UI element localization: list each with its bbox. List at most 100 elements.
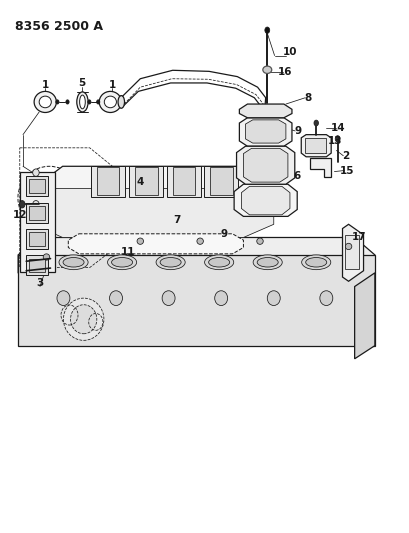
FancyBboxPatch shape — [26, 176, 48, 196]
Ellipse shape — [59, 255, 88, 270]
Ellipse shape — [33, 200, 39, 208]
FancyBboxPatch shape — [26, 255, 48, 276]
FancyBboxPatch shape — [29, 180, 45, 193]
Ellipse shape — [196, 238, 203, 244]
Ellipse shape — [305, 257, 326, 267]
Text: 13: 13 — [327, 136, 342, 146]
Polygon shape — [309, 158, 330, 177]
FancyBboxPatch shape — [26, 203, 48, 223]
Ellipse shape — [97, 100, 100, 104]
Ellipse shape — [34, 91, 56, 112]
Ellipse shape — [33, 169, 39, 176]
Ellipse shape — [204, 255, 233, 270]
Polygon shape — [209, 167, 232, 195]
Ellipse shape — [111, 257, 132, 267]
Text: 10: 10 — [282, 47, 297, 58]
Ellipse shape — [57, 291, 70, 305]
Ellipse shape — [19, 200, 25, 208]
Text: 3: 3 — [36, 278, 43, 288]
Ellipse shape — [70, 305, 97, 334]
Polygon shape — [135, 167, 157, 195]
Polygon shape — [241, 187, 289, 215]
Ellipse shape — [76, 92, 88, 112]
Ellipse shape — [39, 96, 51, 108]
FancyBboxPatch shape — [344, 235, 359, 269]
FancyBboxPatch shape — [29, 232, 45, 246]
Polygon shape — [245, 120, 285, 143]
Ellipse shape — [264, 27, 269, 34]
Ellipse shape — [26, 175, 72, 220]
Text: 12: 12 — [13, 210, 27, 220]
Polygon shape — [342, 224, 363, 281]
Ellipse shape — [66, 100, 69, 104]
Ellipse shape — [262, 66, 271, 74]
Polygon shape — [20, 172, 55, 272]
Text: 14: 14 — [330, 123, 345, 133]
Ellipse shape — [43, 254, 49, 260]
Ellipse shape — [256, 238, 263, 244]
Polygon shape — [18, 238, 374, 287]
FancyBboxPatch shape — [305, 138, 326, 152]
Ellipse shape — [46, 197, 64, 217]
Text: 2: 2 — [341, 151, 348, 161]
Polygon shape — [354, 273, 374, 359]
Text: 8: 8 — [304, 93, 311, 103]
Polygon shape — [68, 234, 243, 254]
Ellipse shape — [63, 257, 84, 267]
Polygon shape — [91, 166, 125, 197]
Text: 11: 11 — [121, 247, 135, 257]
Text: 9: 9 — [220, 229, 227, 239]
Text: 17: 17 — [351, 232, 366, 243]
Polygon shape — [239, 118, 291, 146]
Text: 4: 4 — [136, 177, 144, 187]
Ellipse shape — [79, 95, 85, 109]
FancyBboxPatch shape — [26, 229, 48, 249]
FancyBboxPatch shape — [29, 259, 45, 272]
Ellipse shape — [104, 96, 116, 108]
Text: 9: 9 — [294, 126, 301, 136]
Text: 1: 1 — [108, 79, 115, 90]
Ellipse shape — [156, 255, 185, 270]
Ellipse shape — [109, 291, 122, 305]
Polygon shape — [33, 189, 273, 238]
Ellipse shape — [33, 184, 39, 191]
Text: 15: 15 — [339, 166, 354, 175]
Ellipse shape — [137, 238, 143, 244]
Polygon shape — [234, 184, 297, 216]
Ellipse shape — [107, 255, 136, 270]
Polygon shape — [97, 167, 119, 195]
Text: 7: 7 — [173, 215, 180, 225]
Ellipse shape — [88, 100, 91, 104]
Ellipse shape — [313, 120, 318, 126]
Ellipse shape — [252, 255, 281, 270]
Ellipse shape — [256, 257, 278, 267]
Ellipse shape — [63, 298, 103, 341]
Ellipse shape — [301, 255, 330, 270]
Ellipse shape — [335, 136, 339, 142]
Text: 6: 6 — [293, 171, 300, 181]
Polygon shape — [243, 148, 287, 182]
Ellipse shape — [267, 291, 279, 305]
Ellipse shape — [214, 291, 227, 305]
Polygon shape — [239, 104, 291, 118]
Text: 8356 2500 A: 8356 2500 A — [15, 20, 103, 33]
Ellipse shape — [162, 291, 175, 305]
Ellipse shape — [319, 291, 332, 305]
Polygon shape — [166, 166, 200, 197]
Ellipse shape — [160, 257, 181, 267]
Polygon shape — [33, 166, 273, 235]
Polygon shape — [236, 146, 294, 184]
Polygon shape — [172, 167, 195, 195]
Ellipse shape — [118, 95, 124, 108]
Polygon shape — [301, 135, 330, 157]
FancyBboxPatch shape — [29, 206, 45, 220]
Text: 16: 16 — [277, 67, 292, 77]
Polygon shape — [18, 255, 374, 345]
Ellipse shape — [26, 177, 48, 203]
Text: 1: 1 — [42, 79, 49, 90]
Ellipse shape — [56, 100, 59, 104]
Polygon shape — [129, 166, 163, 197]
Polygon shape — [204, 166, 238, 197]
Ellipse shape — [344, 243, 351, 249]
Text: 5: 5 — [78, 78, 85, 88]
